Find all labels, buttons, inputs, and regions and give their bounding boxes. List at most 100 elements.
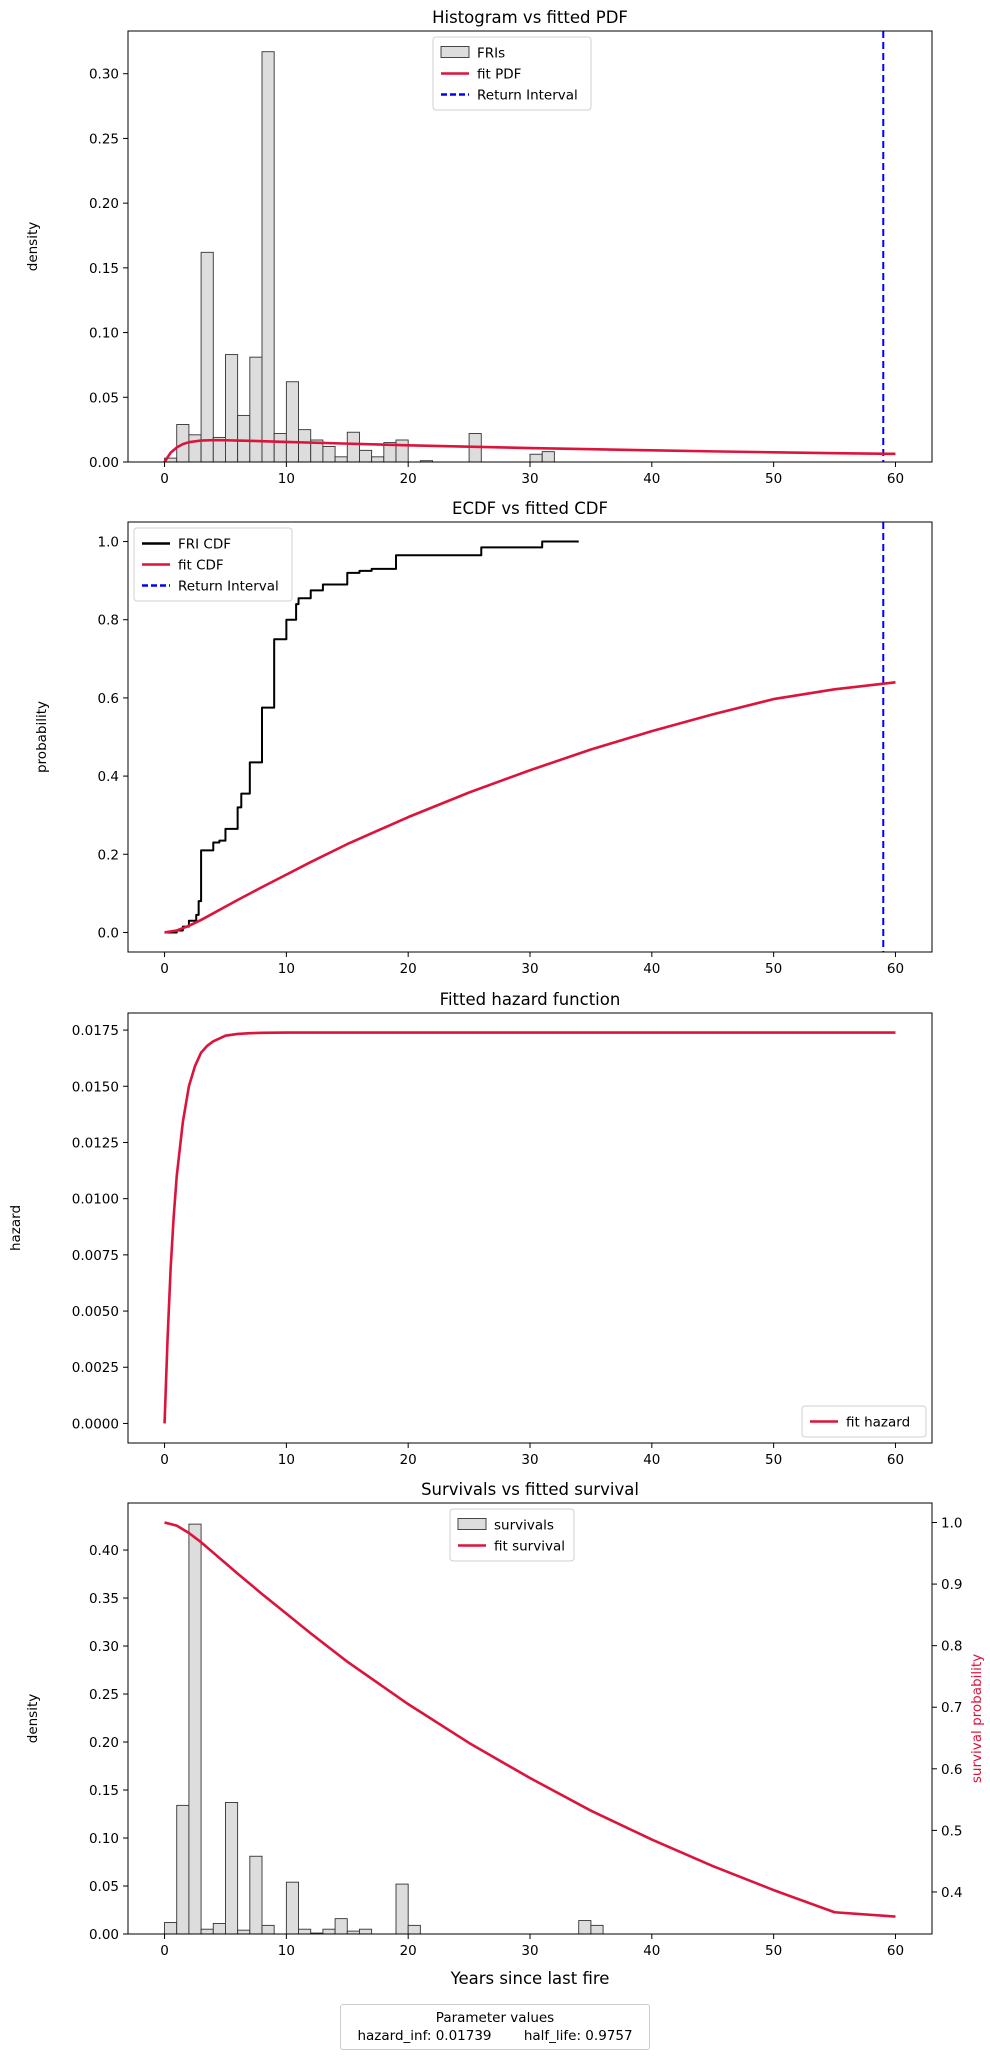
legend-label: FRIs (477, 46, 505, 62)
legend-label: Return Interval (477, 88, 578, 104)
x-axis-label: Years since last fire (450, 1969, 610, 1988)
y2-tick-label: 1.0 (941, 1516, 962, 1532)
histogram-bar (285, 381, 299, 462)
y-tick-label: 0.30 (89, 1639, 119, 1655)
y-tick-label: 0.30 (89, 67, 119, 83)
x-tick-label: 20 (400, 1452, 417, 1468)
x-tick-label: 60 (887, 961, 904, 977)
y-tick-label: 0.05 (89, 390, 119, 406)
x-tick-label: 50 (765, 471, 782, 487)
histogram-bar (225, 1802, 239, 1934)
histogram-bar (334, 456, 348, 462)
histogram-bar (237, 1929, 251, 1934)
y-tick-label: 0.40 (89, 1543, 119, 1559)
histogram-bar (200, 251, 214, 462)
histogram-bar (237, 414, 251, 462)
x-tick-label: 30 (521, 471, 538, 487)
histogram-bar (298, 429, 312, 462)
histogram-bar (407, 1924, 421, 1934)
x-tick-label: 50 (765, 1452, 782, 1468)
y2-tick-label: 0.7 (941, 1700, 962, 1716)
y-tick-label: 0.15 (89, 1783, 119, 1799)
x-tick-label: 40 (643, 471, 660, 487)
histogram-bar (249, 1855, 263, 1934)
x-tick-label: 10 (278, 1943, 295, 1959)
y-tick-label: 0.0025 (72, 1360, 119, 1376)
x-tick-label: 0 (160, 961, 169, 977)
histogram-bar (261, 1924, 275, 1934)
y-tick-label: 0.0075 (72, 1248, 119, 1264)
legend-box (801, 1405, 927, 1438)
parameter-box: Parameter values hazard_inf: 0.01739 hal… (340, 2004, 650, 2050)
y-axis-label: density (25, 1694, 41, 1744)
histogram-bar (261, 51, 275, 462)
x-tick-label: 10 (278, 1452, 295, 1468)
y-tick-label: 0.6 (98, 691, 119, 707)
y-tick-label: 0.0125 (72, 1135, 119, 1151)
y-tick-label: 0.0100 (72, 1192, 119, 1208)
x-tick-label: 60 (887, 471, 904, 487)
histogram-bar (346, 431, 360, 462)
series-line (164, 680, 896, 934)
x-tick-label: 30 (521, 1943, 538, 1959)
legend-label: fit hazard (846, 1415, 910, 1431)
x-tick-label: 50 (765, 961, 782, 977)
x-tick-label: 20 (400, 961, 417, 977)
histogram-bar (225, 354, 239, 462)
legend-label: fit survival (494, 1539, 565, 1555)
legend: survivals fit survival (449, 1508, 575, 1562)
chart-title: Histogram vs fitted PDF (432, 8, 628, 27)
x-tick-label: 40 (643, 1943, 660, 1959)
x-tick-label: 10 (278, 961, 295, 977)
legend-box (133, 527, 293, 602)
series-line (164, 540, 579, 934)
x-tick-label: 0 (160, 1943, 169, 1959)
chart-title: Survivals vs fitted survival (421, 1480, 639, 1499)
legend-swatch (440, 46, 470, 58)
x-tick-label: 0 (160, 471, 169, 487)
histogram-bar (176, 1804, 190, 1934)
y-tick-label: 0.25 (89, 1687, 119, 1703)
y2-tick-label: 0.6 (941, 1762, 962, 1778)
histogram-bar (200, 1928, 214, 1934)
y-tick-label: 0.00 (89, 455, 119, 471)
y-axis-label: hazard (8, 1205, 24, 1251)
histogram-bar (285, 1881, 299, 1934)
hazard-inf-value: hazard_inf: 0.01739 (357, 2028, 492, 2044)
legend: FRI CDF fit CDF Return Interval (133, 527, 293, 602)
histogram-bar (590, 1924, 604, 1934)
y-tick-label: 0.00 (89, 1927, 119, 1943)
chart-title: ECDF vs fitted CDF (452, 499, 608, 518)
y-tick-label: 0.0175 (72, 1023, 119, 1039)
y2-tick-label: 0.9 (941, 1577, 962, 1593)
x-tick-label: 50 (765, 1943, 782, 1959)
y2-tick-label: 0.4 (941, 1885, 962, 1901)
x-tick-label: 10 (278, 471, 295, 487)
histogram-bar (359, 1928, 373, 1934)
half-life-value: half_life: 0.9757 (523, 2028, 633, 2044)
histogram-bar (395, 1883, 409, 1934)
histogram-bar (359, 449, 373, 462)
legend-label: fit CDF (178, 558, 224, 574)
chart-panel-2: 0 10 20 30 40 50 60 0.0 0.2 0.4 0.6 0.8 1.0 ECDF vs f… (34, 499, 933, 977)
y2-axis-label: survival probability (969, 1654, 985, 1783)
y-tick-label: 0.20 (89, 196, 119, 212)
axes-frame (127, 1502, 933, 1935)
histogram-bar (322, 446, 336, 462)
histogram-bar (334, 1918, 348, 1934)
y2-tick-label: 0.8 (941, 1639, 962, 1655)
y-tick-label: 0.8 (98, 613, 119, 629)
histogram-bar (371, 456, 385, 462)
x-tick-label: 60 (887, 1452, 904, 1468)
x-tick-label: 20 (400, 471, 417, 487)
y-axis-label: density (25, 222, 41, 272)
histogram-bar (212, 1922, 226, 1934)
histogram-bar (164, 1922, 178, 1934)
y-tick-label: 0.4 (98, 769, 119, 785)
plot-area (163, 31, 896, 462)
chart-panel-3: 0 10 20 30 40 50 60 0.0000 0.0025 0.0050 0.0075 0.0… (8, 990, 933, 1468)
histogram-bar (249, 356, 263, 462)
legend: fit hazard (801, 1405, 927, 1438)
histogram-bar (188, 434, 202, 462)
legend-label: FRI CDF (178, 537, 231, 553)
